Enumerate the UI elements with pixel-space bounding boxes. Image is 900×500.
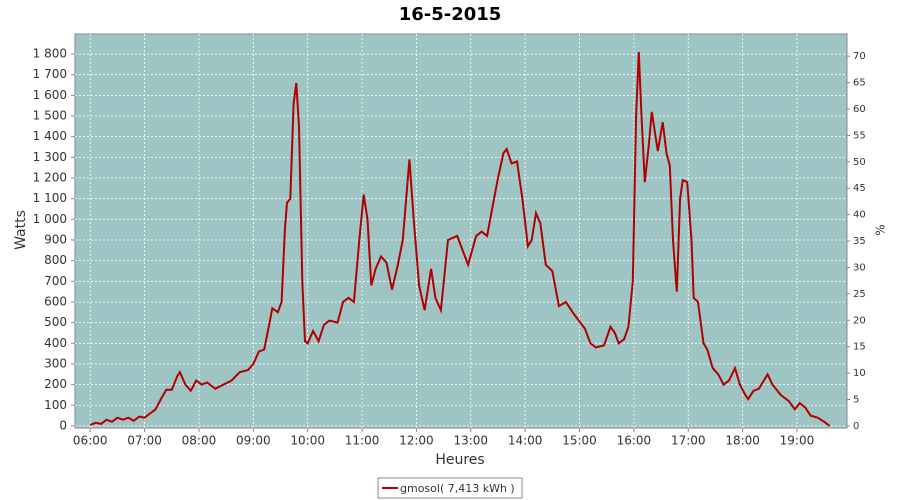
y2-tick-label: 5 — [853, 394, 859, 405]
y-axis-label: Watts — [13, 210, 29, 250]
y-tick-label: 400 — [44, 336, 67, 350]
y2-tick-label: 60 — [853, 104, 866, 115]
y2-tick-label: 50 — [853, 157, 866, 168]
y-tick-label: 800 — [44, 253, 67, 267]
x-tick-label: 12:00 — [399, 434, 434, 448]
y2-tick-label: 65 — [853, 78, 866, 89]
x-tick-label: 17:00 — [671, 434, 706, 448]
x-tick-label: 08:00 — [182, 434, 217, 448]
y-tick-label: 1 800 — [33, 47, 67, 61]
y2-tick-label: 55 — [853, 130, 866, 141]
y-tick-label: 500 — [44, 315, 67, 329]
y2-tick-label: 40 — [853, 210, 866, 221]
y2-tick-label: 30 — [853, 262, 866, 273]
y2-tick-label: 0 — [853, 421, 859, 432]
y-tick-label: 100 — [44, 398, 67, 412]
y-tick-label: 1 100 — [33, 191, 67, 205]
y2-axis-label: % — [874, 224, 888, 235]
y-tick-label: 1 700 — [33, 67, 67, 81]
x-axis-label: Heures — [435, 452, 484, 468]
y2-tick-label: 35 — [853, 236, 866, 247]
y-tick-label: 200 — [44, 377, 67, 391]
legend-label: gmosol( 7,413 kWh ) — [400, 482, 515, 495]
x-tick-label: 16:00 — [617, 434, 652, 448]
y-tick-label: 1 000 — [33, 212, 67, 226]
y2-tick-label: 15 — [853, 342, 866, 353]
series-line — [89, 51, 831, 427]
chart-title: 16-5-2015 — [399, 4, 502, 25]
y2-tick-label: 20 — [853, 315, 866, 326]
y-tick-label: 0 — [59, 418, 67, 432]
y-tick-label: 1 300 — [33, 150, 67, 164]
y2-tick-label: 25 — [853, 289, 866, 300]
x-tick-label: 10:00 — [290, 434, 325, 448]
x-tick-label: 06:00 — [73, 434, 108, 448]
legend-box — [377, 477, 523, 499]
y2-tick-label: 45 — [853, 183, 866, 194]
x-tick-label: 07:00 — [127, 434, 162, 448]
y2-tick-label: 10 — [853, 368, 866, 379]
x-tick-label: 09:00 — [236, 434, 271, 448]
x-tick-label: 11:00 — [345, 434, 380, 448]
y-tick-label: 1 200 — [33, 171, 67, 185]
y-tick-label: 1 600 — [33, 88, 67, 102]
x-tick-label: 15:00 — [562, 434, 597, 448]
y-tick-label: 300 — [44, 356, 67, 370]
y-tick-label: 700 — [44, 274, 67, 288]
x-tick-label: 14:00 — [508, 434, 543, 448]
x-tick-label: 13:00 — [453, 434, 488, 448]
x-tick-label: 18:00 — [725, 434, 760, 448]
y-tick-label: 900 — [44, 232, 67, 246]
y-tick-label: 600 — [44, 294, 67, 308]
y-tick-label: 1 400 — [33, 129, 67, 143]
y2-tick-label: 70 — [853, 51, 866, 62]
y-tick-label: 1 500 — [33, 109, 67, 123]
x-tick-label: 19:00 — [780, 434, 815, 448]
plot-area — [74, 33, 848, 429]
